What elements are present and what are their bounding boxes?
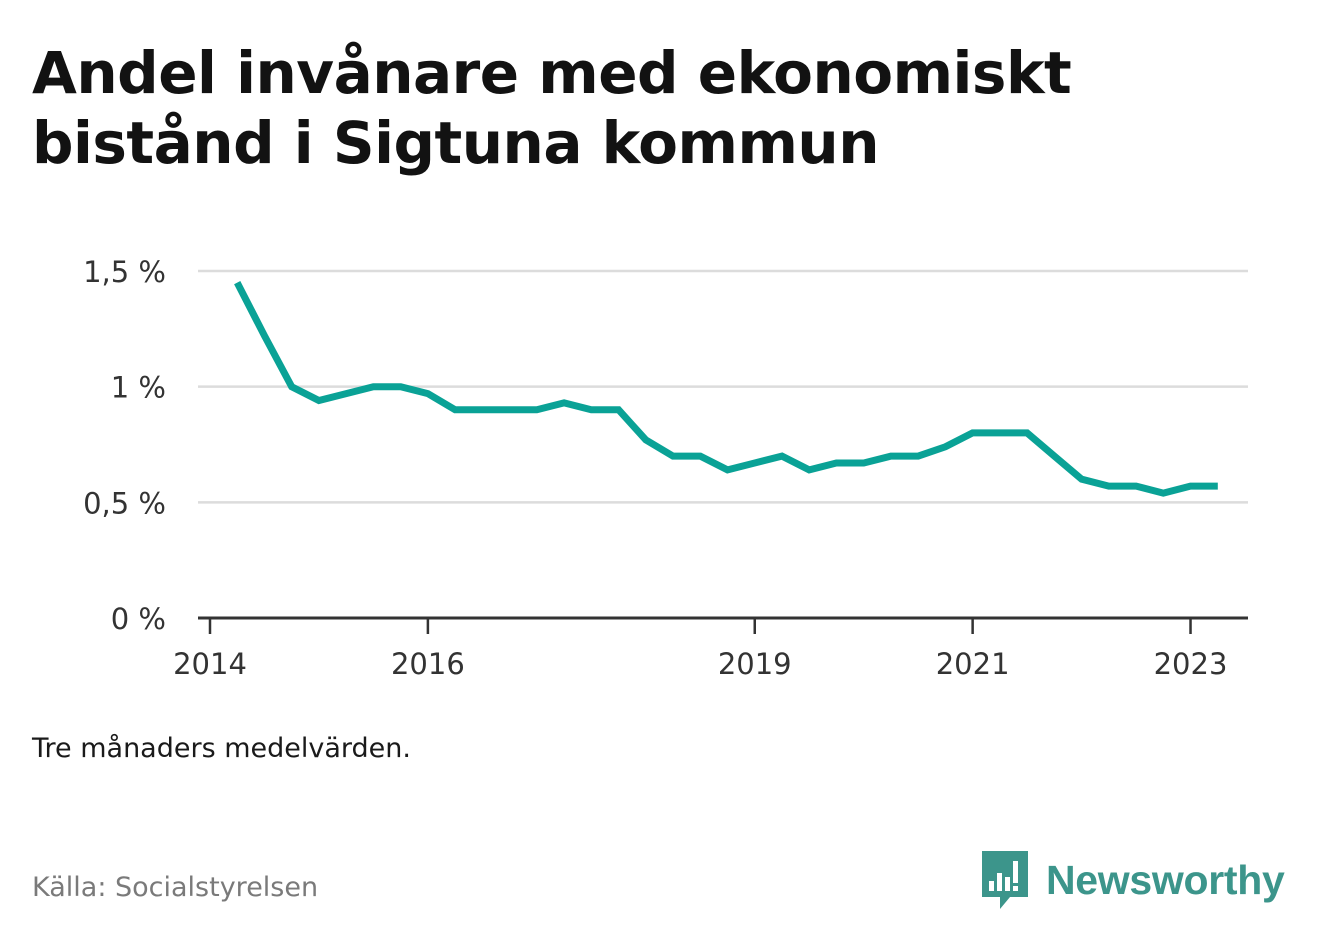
chart-note: Tre månaders medelvärden. <box>32 733 411 764</box>
brand-logo: Newsworthy <box>980 848 1300 912</box>
series-line <box>234 281 1218 497</box>
brand-name: Newsworthy <box>1046 856 1285 903</box>
x-tick-label: 2016 <box>391 647 465 681</box>
y-tick-label: 0,5 % <box>83 486 166 520</box>
newsworthy-logo-icon <box>982 851 1028 909</box>
x-tick-label: 2023 <box>1154 647 1228 681</box>
x-tick-label: 2019 <box>718 647 792 681</box>
y-tick-label: 1 % <box>111 371 166 405</box>
y-tick-label: 1,5 % <box>83 255 166 289</box>
x-tick-label: 2014 <box>173 647 247 681</box>
y-tick-label: 0 % <box>111 602 166 636</box>
series-layer <box>234 281 1218 497</box>
axes: 0 % 0,5 % 1 % 1,5 % 2014 2016 2019 2021 2023 <box>83 255 1248 681</box>
chart-title: Andel invånare med ekonomiskt bistånd i … <box>32 39 1072 177</box>
source-text: Källa: Socialstyrelsen <box>32 872 319 903</box>
x-tick-label: 2021 <box>936 647 1010 681</box>
